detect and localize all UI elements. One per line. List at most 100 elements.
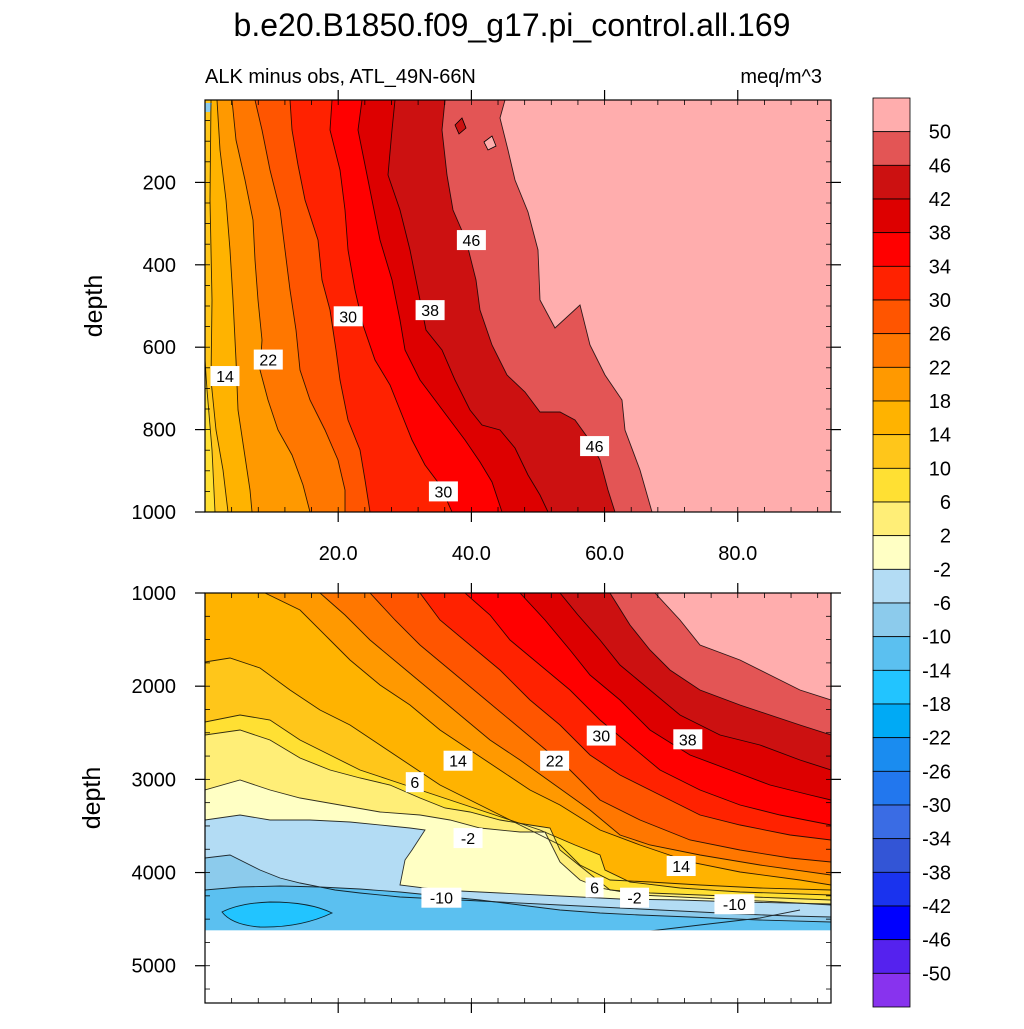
y-tick-label-upper: 200 [143, 172, 176, 194]
contour-label-text: 30 [339, 309, 357, 326]
contour-label-box [456, 230, 486, 251]
colorbar-label: -26 [922, 761, 951, 783]
contour-label-text: 14 [216, 369, 234, 386]
colorbar-label: -22 [922, 728, 951, 750]
x-tick-label: 40.0 [452, 543, 491, 565]
y-tick-label-lower: 5000 [132, 956, 177, 978]
colorbar-swatch [872, 636, 911, 671]
colorbar-swatch [872, 602, 911, 638]
contour-label: 14 [443, 750, 473, 771]
colorbar-swatch [872, 838, 911, 873]
contour-label-text: 14 [672, 859, 690, 876]
y-tick-label-upper: 1000 [132, 502, 177, 524]
contour-label-text: -2 [627, 891, 641, 908]
contour-label: -10 [714, 894, 755, 915]
contour-label-text: 30 [592, 729, 610, 746]
contour-label-text: 14 [449, 754, 467, 771]
upper-contour-panel: 46 30 38 22 14 46 30 [205, 100, 831, 512]
contour-label: 46 [456, 230, 486, 251]
lower-no-data-mask [205, 930, 831, 1003]
contour-label-box [333, 306, 363, 327]
contour-label: -2 [453, 828, 483, 849]
contour-label-box [620, 887, 650, 908]
lower-band-neg18 [222, 902, 332, 928]
upper-contour-lines [205, 100, 653, 512]
y-tick-label-lower: 3000 [132, 769, 177, 791]
lower-panel-frame [204, 592, 832, 1004]
colorbar-label: 26 [929, 324, 951, 346]
colorbar-swatch [872, 535, 911, 570]
colorbar-label: -38 [922, 862, 951, 884]
contour-label-box [580, 436, 610, 457]
contour-label: 30 [586, 725, 616, 746]
colorbar-label: 38 [929, 223, 951, 245]
contour-label-text: 38 [679, 732, 697, 749]
colorbar-swatch [872, 770, 911, 806]
contour-label-box [453, 828, 483, 849]
contour-label-text: 6 [590, 880, 599, 897]
colorbar-swatch [872, 265, 911, 301]
colorbar-label: -42 [922, 896, 951, 918]
colorbar-swatch [872, 232, 911, 267]
contour-label-text: 38 [421, 303, 439, 320]
contour-label-box [666, 856, 696, 877]
colorbar-swatch [872, 366, 911, 402]
contour-label: 14 [210, 366, 240, 387]
chart-units: meq/m^3 [740, 66, 822, 88]
chart-subtitle-left: ALK minus obs, ATL_49N-66N [205, 66, 476, 88]
contour-label: 46 [580, 436, 610, 457]
lower-contour-lines [205, 593, 831, 932]
axes-layer: 200 400 600 800 1000 20.0 40.0 60.0 80.0 1000 2000… [132, 90, 841, 1013]
contour-label-text: 46 [462, 233, 480, 250]
upper-band-14 [205, 100, 252, 512]
contour-label-box [415, 300, 445, 321]
colorbar-swatch [872, 568, 911, 604]
colorbar-label: 6 [940, 492, 951, 514]
contour-label-box [210, 366, 240, 387]
colorbar-swatch [872, 467, 911, 503]
y-tick-label-lower: 2000 [132, 676, 177, 698]
contour-label: 38 [673, 729, 703, 750]
colorbar-swatch [872, 131, 911, 166]
colorbar-label: -30 [922, 795, 951, 817]
contour-label: -10 [421, 887, 462, 908]
upper-contour-labels: 46 30 38 22 14 46 30 [210, 230, 610, 502]
contour-label-text: -10 [723, 897, 746, 914]
colorbar-swatch [872, 400, 911, 436]
contour-label: 38 [415, 300, 445, 321]
contour-label: 22 [540, 750, 570, 771]
lower-band-neg14 [205, 886, 831, 931]
contour-label-box [443, 750, 473, 771]
y-axis-label-lower: depth [78, 767, 106, 830]
colorbar-swatch [872, 737, 911, 772]
colorbar-label: 42 [929, 189, 951, 211]
contour-label-text: 22 [546, 754, 564, 771]
contour-label-box [540, 750, 570, 771]
contour-label-text: -10 [430, 891, 453, 908]
x-tick-label: 20.0 [319, 543, 358, 565]
colorbar-swatch [872, 703, 911, 739]
contour-label-text: 30 [435, 484, 453, 501]
contour-label-box [714, 894, 755, 915]
contour-label-text: -2 [461, 831, 475, 848]
colorbar: 50 46 42 38 34 30 26 22 18 14 10 6 2 -2 -6 -10 -14 -18 -22… [872, 97, 951, 1008]
colorbar-swatch [872, 905, 911, 941]
contour-label-text: 22 [259, 353, 277, 370]
contour-label-text: 6 [410, 775, 419, 792]
contour-label: 22 [253, 349, 283, 370]
contour-label: 14 [666, 856, 696, 877]
colorbar-label: 10 [929, 458, 951, 480]
upper-small-island-2 [483, 135, 497, 151]
colorbar-swatch [872, 164, 911, 200]
colorbar-swatch [872, 804, 911, 840]
contour-label: 6 [585, 877, 604, 898]
y-axis-label-upper: depth [80, 275, 108, 338]
contour-label-text: 46 [586, 439, 604, 456]
x-tick-label: 80.0 [718, 543, 757, 565]
colorbar-swatch [872, 669, 911, 705]
colorbar-label: -14 [922, 660, 951, 682]
colorbar-label: -6 [933, 593, 951, 615]
lower-contour-labels: 30 38 14 22 6 -2 14 6 -2 -10 -10 [405, 725, 755, 915]
colorbar-label: -18 [922, 694, 951, 716]
